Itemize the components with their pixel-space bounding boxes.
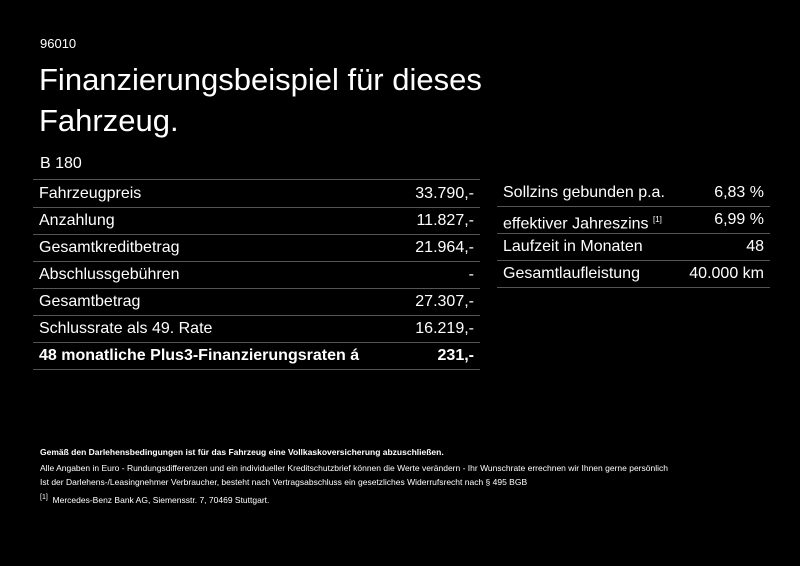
label-text: Anzahlung xyxy=(39,212,115,229)
table-row: Abschlussgebühren - xyxy=(33,261,480,289)
table-row: 48 monatliche Plus3-Finanzierungsraten á… xyxy=(33,342,480,370)
table-row: Sollzins gebunden p.a. 6,83 % xyxy=(497,179,770,207)
row-label: Gesamtbetrag xyxy=(39,288,140,315)
table-row: effektiver Jahreszins [1] 6,99 % xyxy=(497,206,770,234)
row-value: 16.219,- xyxy=(415,320,474,337)
title: Finanzierungsbeispiel für dieses xyxy=(39,62,482,97)
row-value: 6,99 % xyxy=(714,211,764,228)
row-value: 40.000 km xyxy=(689,265,764,282)
row-label: Schlussrate als 49. Rate xyxy=(39,315,212,342)
label-text: Gesamtlaufleistung xyxy=(503,265,640,282)
left-table: Fahrzeugpreis 33.790,- Anzahlung 11.827,- Ge… xyxy=(33,179,480,370)
footer-bold: Gemäß den Darlehensbedingungen ist für d… xyxy=(40,447,444,457)
row-label: Anzahlung xyxy=(39,207,115,234)
label-text: 48 monatliche Plus3-Finanzierungsraten á xyxy=(39,347,360,364)
row-label: Gesamtkreditbetrag xyxy=(39,234,180,261)
row-value: 6,83 % xyxy=(714,184,764,201)
row-label: Abschlussgebühren xyxy=(39,261,180,288)
right-table: Sollzins gebunden p.a. 6,83 % effektiver J… xyxy=(497,179,770,289)
note-marker: [1] xyxy=(653,215,662,224)
label-text: Gesamtkreditbetrag xyxy=(39,239,180,256)
row-label: Sollzins gebunden p.a. xyxy=(503,179,665,206)
label-text: Sollzins gebunden p.a. xyxy=(503,184,665,201)
label-text: Schlussrate als 49. Rate xyxy=(39,320,213,337)
table-row: Laufzeit in Monaten 48 xyxy=(497,233,770,261)
row-value: 33.790,- xyxy=(415,185,474,202)
table-row: Fahrzeugpreis 33.790,- xyxy=(33,180,480,208)
row-label: Fahrzeugpreis xyxy=(39,180,141,207)
footnote-marker: [1] xyxy=(40,494,48,501)
table-row: Anzahlung 11.827,- xyxy=(33,207,480,235)
row-label: 48 monatliche Plus3-Finanzierungsraten á xyxy=(39,342,359,369)
table-row: Gesamtlaufleistung 40.000 km xyxy=(497,260,770,288)
footnote: [1] Mercedes-Benz Bank AG, Siemensstr. 7… xyxy=(40,494,269,505)
row-value: 48 xyxy=(746,238,764,255)
row-label: Gesamtlaufleistung xyxy=(503,260,640,287)
label-text: Fahrzeugpreis xyxy=(39,185,142,202)
footer-line: Ist der Darlehens-/Leasingnehmer Verbrau… xyxy=(40,477,528,487)
row-value: 21.964,- xyxy=(415,239,474,256)
code: 96010 xyxy=(40,36,77,51)
table-row: Schlussrate als 49. Rate 16.219,- xyxy=(33,315,480,343)
label-text: Laufzeit in Monaten xyxy=(503,238,643,255)
label-text: effektiver Jahreszins xyxy=(503,215,649,233)
row-label: effektiver Jahreszins [1] xyxy=(503,206,662,237)
label-text: Gesamtbetrag xyxy=(39,293,141,310)
row-value: - xyxy=(468,266,474,283)
title: Fahrzeug. xyxy=(39,103,179,138)
row-value: 11.827,- xyxy=(416,212,474,229)
footer-line: Alle Angaben in Euro - Rundungsdifferenz… xyxy=(40,463,668,473)
row-value: 231,- xyxy=(437,347,474,364)
table-row: Gesamtbetrag 27.307,- xyxy=(33,288,480,316)
row-value: 27.307,- xyxy=(415,293,474,310)
table-row: Gesamtkreditbetrag 21.964,- xyxy=(33,234,480,262)
label-text: Abschlussgebühren xyxy=(39,266,180,283)
footnote-text: Mercedes-Benz Bank AG, Siemensstr. 7, 70… xyxy=(52,494,270,505)
row-label: Laufzeit in Monaten xyxy=(503,233,643,260)
model: B 180 xyxy=(40,155,82,172)
